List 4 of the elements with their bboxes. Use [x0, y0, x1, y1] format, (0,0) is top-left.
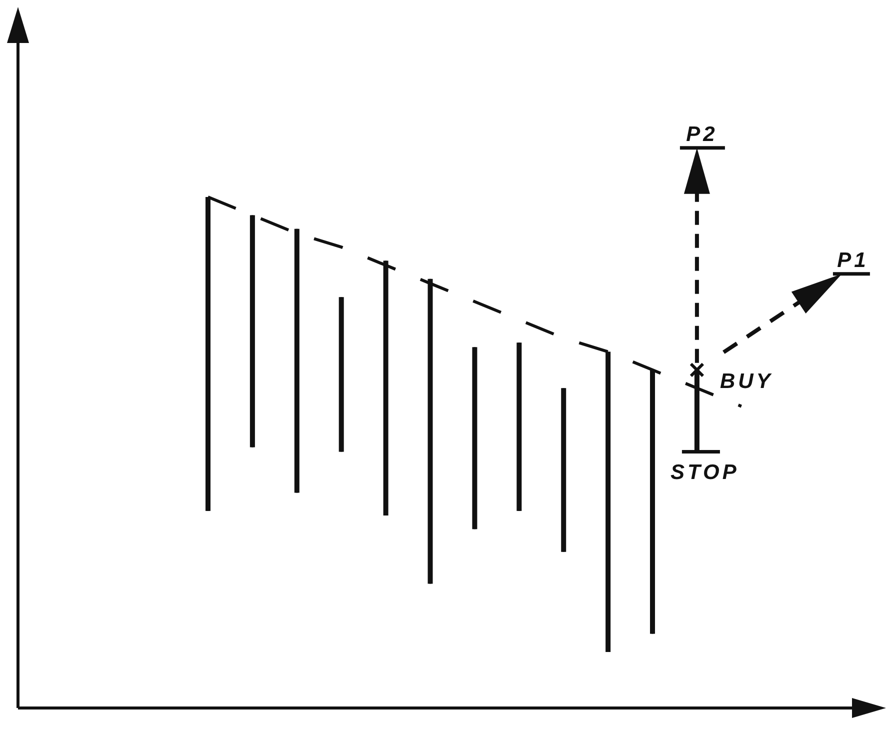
text: P1	[837, 248, 869, 272]
annotation: STOP	[670, 460, 740, 484]
annotation: BUY	[720, 370, 774, 393]
text: P2	[686, 122, 718, 146]
